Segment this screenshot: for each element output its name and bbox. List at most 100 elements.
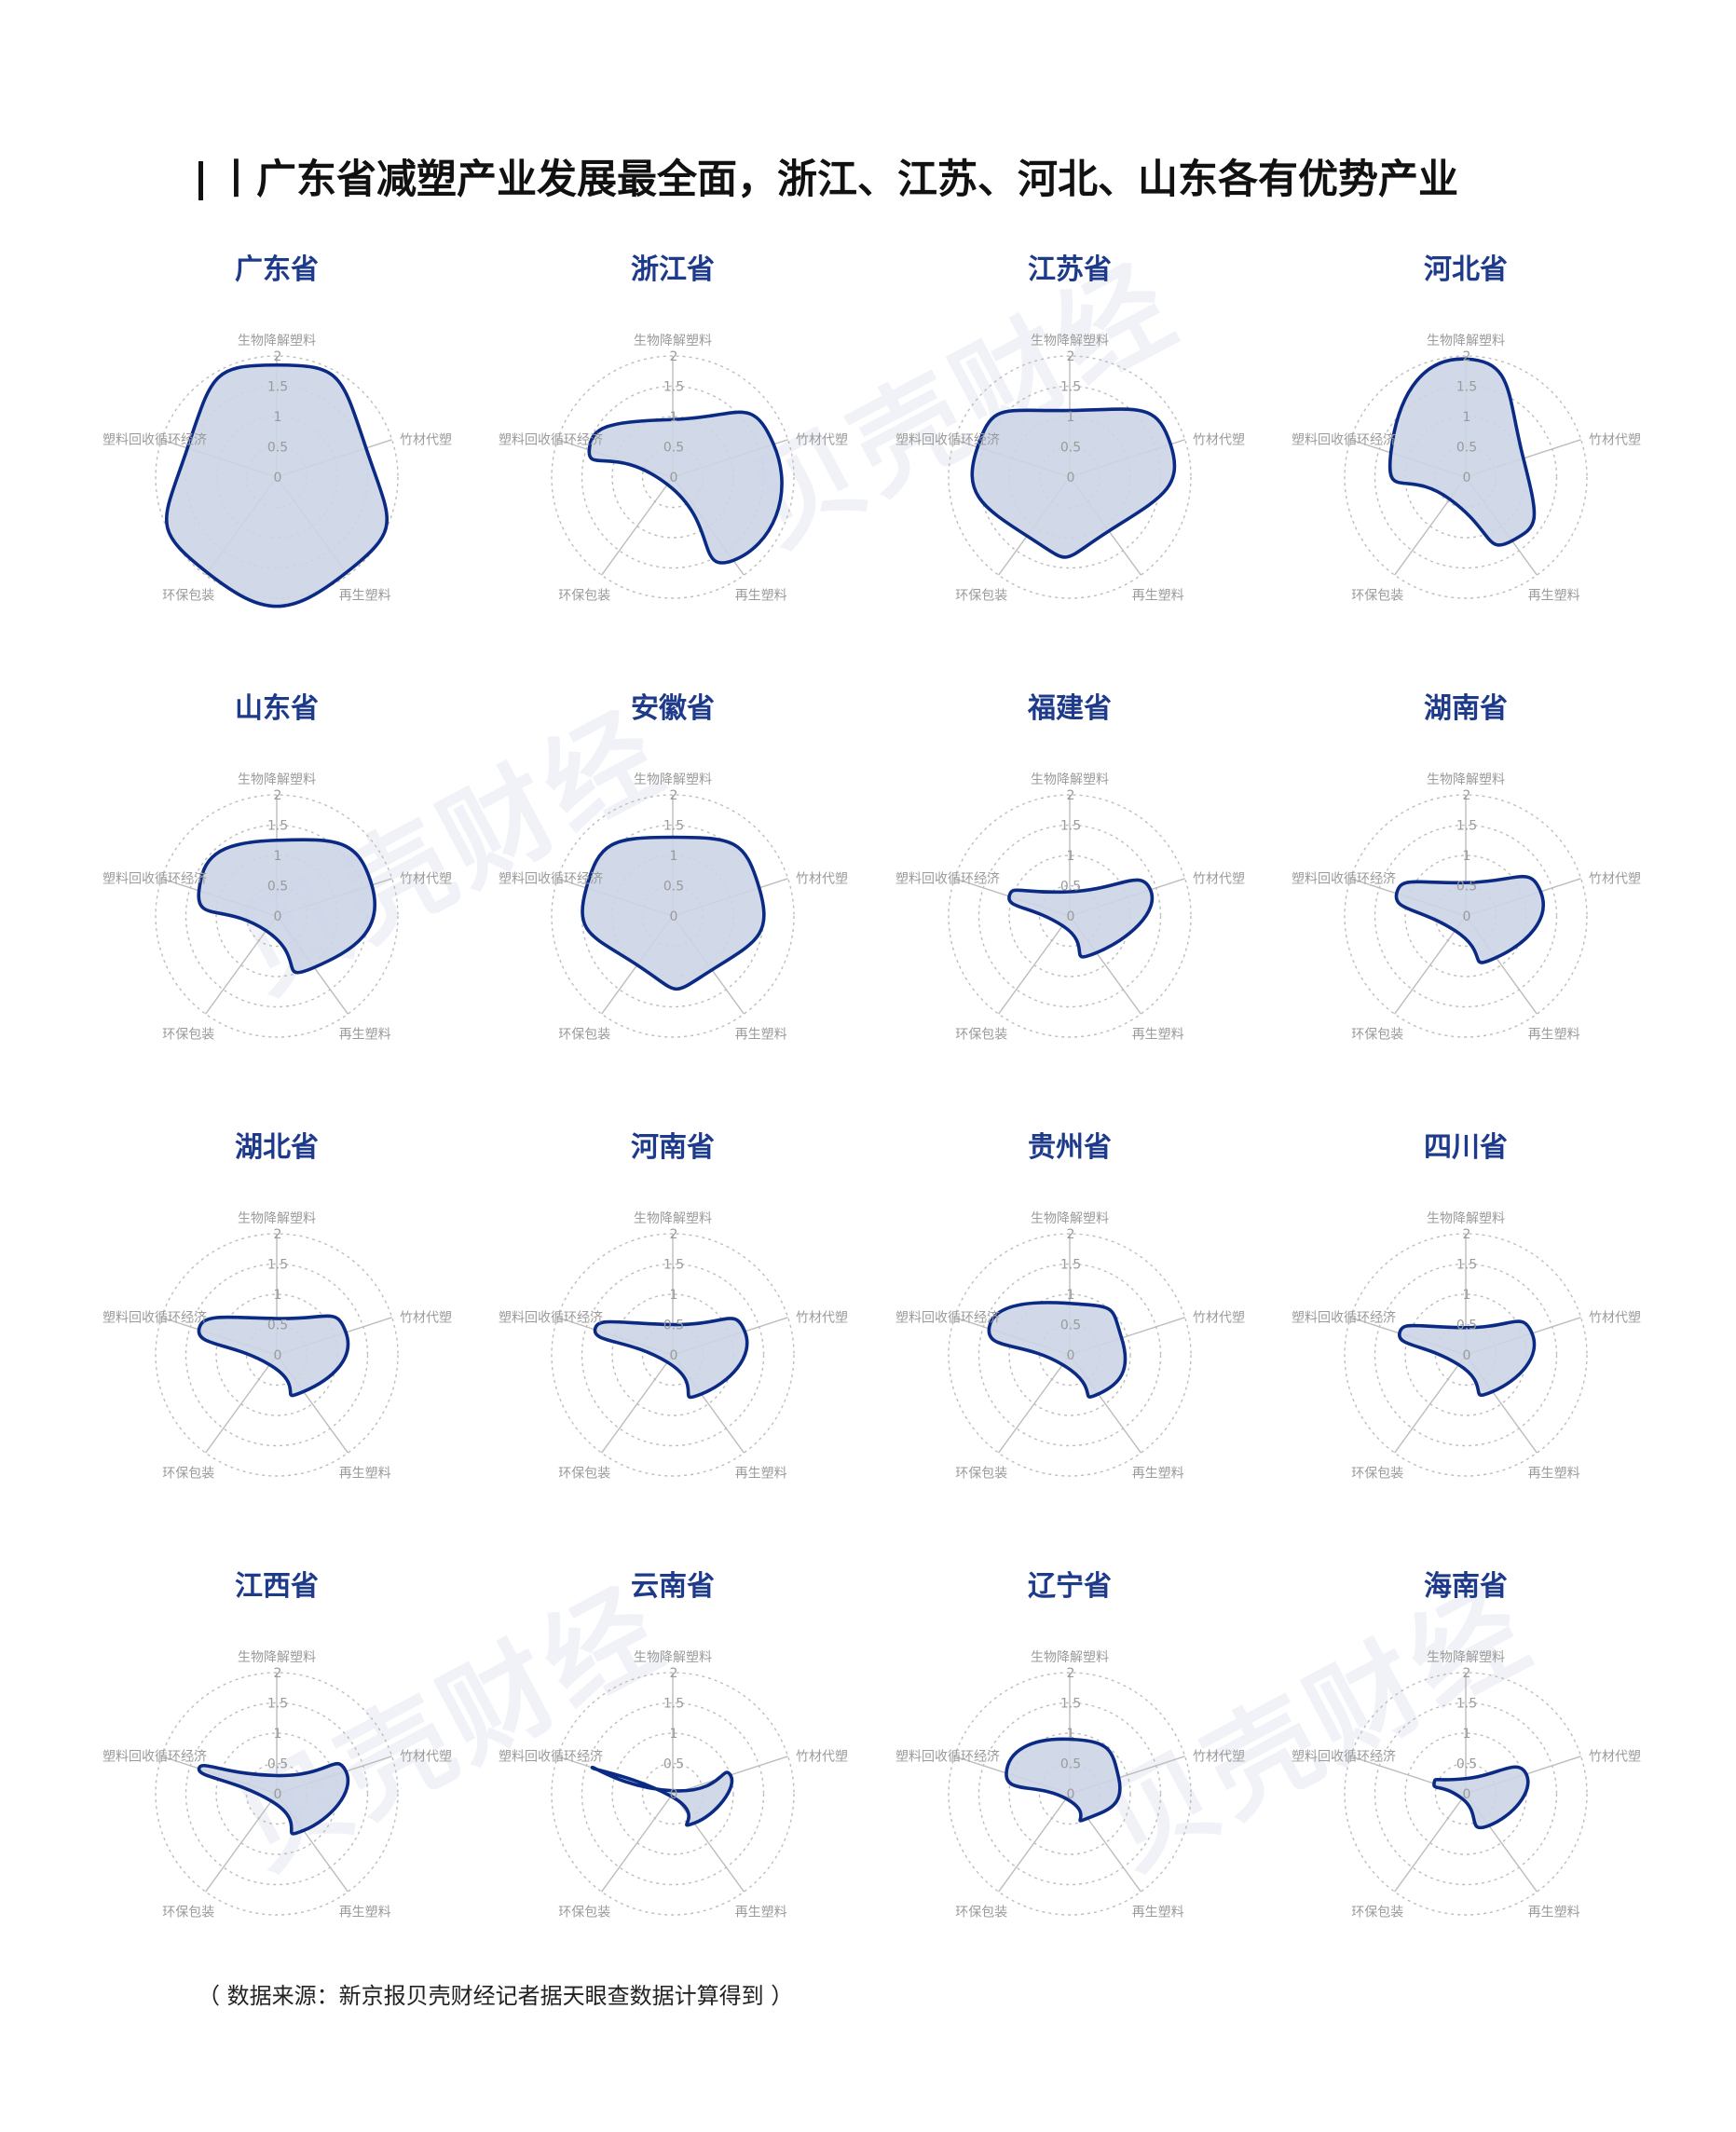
tick-label: 0 [1463, 1348, 1471, 1363]
tick-label: 1.5 [267, 1697, 288, 1712]
grid-ring [1374, 1263, 1558, 1447]
axis-label: 再生塑料 [1528, 1905, 1580, 1920]
grid-ring [1344, 1672, 1588, 1916]
tick-label: 2 [670, 349, 678, 364]
tick-label: 0 [274, 1348, 282, 1363]
tick-label: 1.5 [663, 1697, 684, 1712]
axis-label: 塑料回收循环经济 [895, 872, 1000, 887]
data-area [581, 835, 766, 991]
tick-label: 0 [670, 1787, 678, 1802]
axis-spoke [205, 1354, 278, 1454]
data-area [590, 1766, 734, 1827]
chart-title: 江苏省 [1028, 253, 1112, 286]
axis-label: 生物降解塑料 [634, 334, 712, 348]
tick-label: 0 [1067, 471, 1075, 485]
tick-label: 1.5 [663, 1258, 684, 1273]
axis-label: 竹材代塑 [796, 1311, 848, 1326]
grid-ring [155, 794, 399, 1038]
chart-title: 四川省 [1424, 1131, 1508, 1164]
axis-label: 生物降解塑料 [1427, 1650, 1505, 1665]
chart-title: 河南省 [631, 1131, 715, 1164]
axis-label: 塑料回收循环经济 [499, 433, 603, 448]
axis-label: 竹材代塑 [1589, 1311, 1641, 1326]
tick-label: 2 [1463, 1227, 1471, 1242]
tick-label: 0 [670, 909, 678, 924]
tick-label: 2 [670, 1227, 678, 1242]
tick-label: 0.5 [267, 1757, 288, 1772]
axis-label: 塑料回收循环经济 [499, 1311, 603, 1326]
title-accent-bar [198, 161, 203, 200]
tick-label: 0.5 [1060, 441, 1081, 456]
page-title: 丨广东省减塑产业发展最全面，浙江、江苏、河北、山东各有优势产业 [216, 157, 1458, 203]
axis-label: 生物降解塑料 [634, 772, 712, 787]
grid-ring [611, 1732, 734, 1855]
tick-label: 1 [274, 1727, 282, 1742]
grid-ring [977, 1263, 1162, 1447]
axis-label: 竹材代塑 [400, 1750, 452, 1765]
axis-spoke [601, 1793, 674, 1893]
tick-label: 2 [1067, 349, 1075, 364]
axis-label: 塑料回收循环经济 [1292, 1750, 1396, 1765]
tick-label: 0 [1463, 471, 1471, 485]
tick-label: 0 [274, 909, 282, 924]
tick-label: 0.5 [1456, 441, 1477, 456]
grid-ring [185, 1702, 369, 1886]
axis-label: 塑料回收循环经济 [895, 433, 1000, 448]
tick-label: 2 [1067, 1666, 1075, 1681]
tick-label: 0.5 [1060, 1319, 1081, 1333]
axis-label: 生物降解塑料 [238, 772, 316, 787]
tick-label: 2 [274, 1666, 282, 1681]
tick-label: 1 [1067, 849, 1075, 864]
axis-label: 环保包装 [955, 1027, 1007, 1042]
axis-spoke [672, 1793, 745, 1893]
grid-ring [551, 794, 795, 1038]
tick-label: 1 [1067, 1288, 1075, 1303]
data-area [1394, 874, 1545, 964]
tick-label: 1.5 [1060, 1258, 1081, 1273]
data-area [970, 407, 1177, 559]
chart-title: 浙江省 [631, 253, 715, 286]
axis-spoke [601, 1354, 674, 1454]
axis-label: 生物降解塑料 [238, 334, 316, 348]
chart-title: 湖北省 [235, 1131, 319, 1164]
axis-label: 生物降解塑料 [634, 1650, 712, 1665]
tick-label: 1.5 [1060, 819, 1081, 834]
axis-label: 再生塑料 [339, 1466, 391, 1481]
grid-ring [581, 1263, 765, 1447]
axis-label: 生物降解塑料 [1031, 772, 1109, 787]
data-area [197, 838, 377, 975]
axis-label: 再生塑料 [1528, 588, 1580, 603]
axis-label: 生物降解塑料 [1427, 334, 1505, 348]
axis-spoke [601, 476, 674, 576]
axis-label: 生物降解塑料 [1427, 772, 1505, 787]
axis-label: 环保包装 [1351, 1905, 1403, 1920]
tick-label: 0.5 [663, 1757, 684, 1772]
tick-label: 2 [1463, 1666, 1471, 1681]
axis-label: 生物降解塑料 [238, 1650, 316, 1665]
axis-label: 再生塑料 [735, 588, 787, 603]
data-area [1387, 357, 1537, 547]
grid-ring [1008, 1293, 1131, 1416]
data-area [164, 362, 390, 608]
chart-title: 云南省 [631, 1570, 715, 1603]
grid-ring [581, 1702, 765, 1886]
axis-label: 竹材代塑 [796, 872, 848, 887]
tick-label: 2 [1067, 788, 1075, 803]
axis-label: 再生塑料 [1132, 588, 1184, 603]
grid-ring [551, 1233, 795, 1477]
tick-label: 1 [1463, 410, 1471, 425]
axis-label: 再生塑料 [1528, 1027, 1580, 1042]
axis-label: 塑料回收循环经济 [895, 1311, 1000, 1326]
tick-label: 0.5 [1060, 1757, 1081, 1772]
axis-label: 竹材代塑 [1589, 872, 1641, 887]
grid-ring [1344, 1233, 1588, 1477]
axis-label: 环保包装 [1351, 1466, 1403, 1481]
tick-label: 0.5 [267, 880, 288, 895]
